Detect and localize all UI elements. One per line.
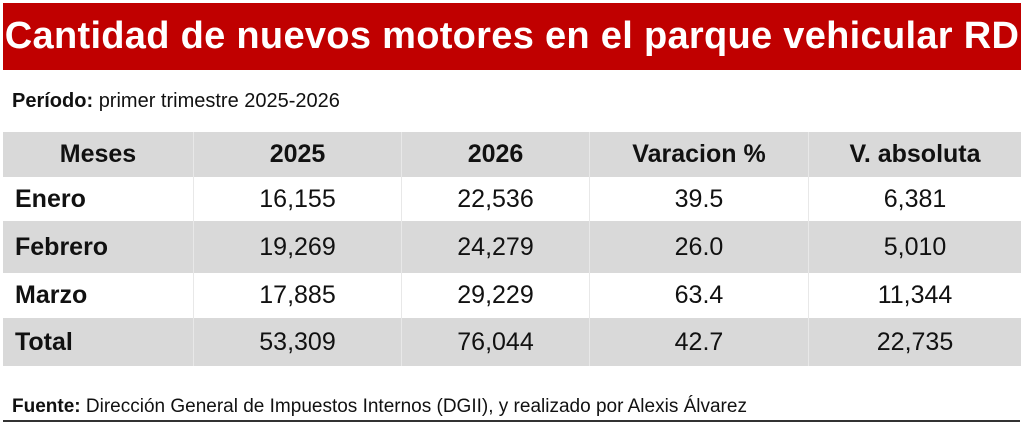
table-cell: 24,279 [401,221,590,273]
table-row: Total 53,309 76,044 42.7 22,735 [3,318,1021,366]
table-row: Febrero 19,269 24,279 26.0 5,010 [3,221,1021,273]
column-header: Meses [3,132,194,177]
table-cell: 29,229 [401,273,590,318]
table-cell: 16,155 [193,177,402,221]
table-cell: 11,344 [808,273,1021,318]
row-label: Enero [15,184,86,213]
table-cell: 19,269 [193,221,402,273]
column-header: 2026 [401,132,590,177]
column-header: 2025 [193,132,402,177]
table-cell: 39.5 [589,177,809,221]
table-cell: 76,044 [401,318,590,366]
table-title: Cantidad de nuevos motores en el parque … [3,3,1021,70]
data-table: Meses 2025 2026 Varacion % V. absoluta E… [3,132,1021,366]
table-cell: 53,309 [193,318,402,366]
table-cell: 22,735 [808,318,1021,366]
table-cell: 26.0 [589,221,809,273]
row-label: Marzo [15,281,88,309]
table-cell: 6,381 [808,177,1021,221]
source-label: Fuente: [12,396,81,417]
table-cell: 63.4 [589,273,809,318]
source-note: Fuente: Dirección General de Impuestos I… [3,396,1020,422]
source-value: Dirección General de Impuestos Internos … [85,396,747,417]
period-value: primer trimestre 2025-2026 [98,90,340,112]
column-header: V. absoluta [808,132,1021,177]
table-cell: 17,885 [193,273,402,318]
table-row: Enero 16,155 22,536 39.5 6,381 [3,177,1021,221]
header-row: Meses 2025 2026 Varacion % V. absoluta [3,132,1021,177]
table-cell: 22,536 [401,177,590,221]
row-label: Total [3,318,194,366]
period-note: Período: primer trimestre 2025-2026 [12,90,340,113]
table-cell: 42.7 [589,318,809,366]
table-row: Marzo 17,885 29,229 63.4 11,344 [3,273,1021,318]
period-label: Período: [12,90,94,112]
row-label: Febrero [3,221,194,273]
column-header: Varacion % [589,132,809,177]
table-cell: 5,010 [808,221,1021,273]
